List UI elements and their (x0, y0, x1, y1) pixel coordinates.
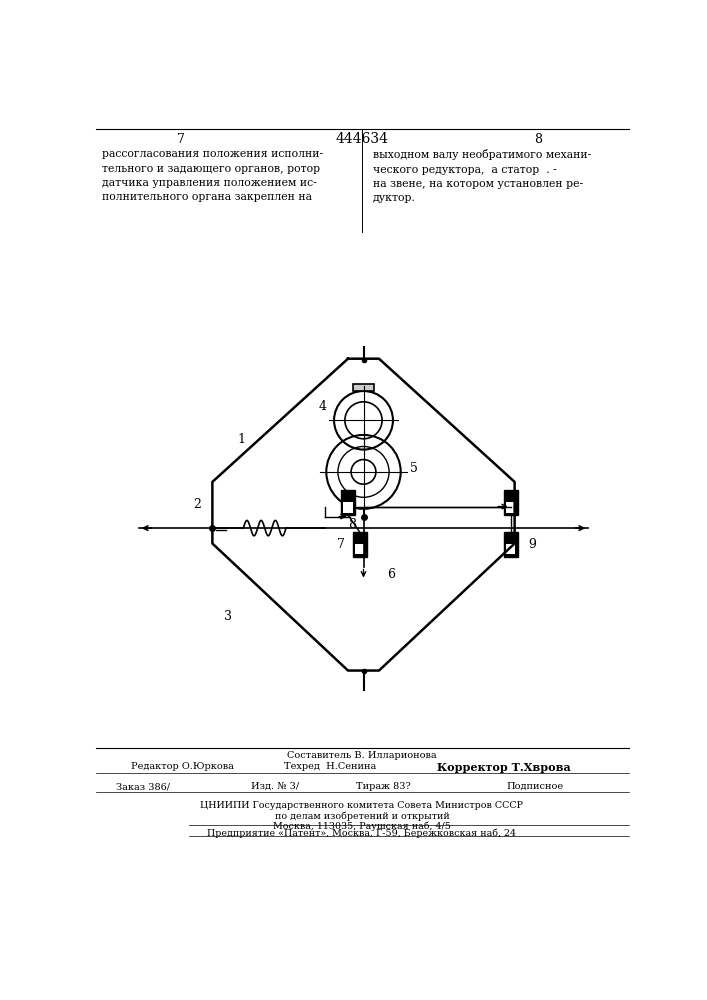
Bar (353, 384, 374, 391)
Text: Москва, 113035, Раушская наб, 4/5: Москва, 113035, Раушская наб, 4/5 (273, 821, 451, 831)
Text: Техред  Н.Сенина: Техред Н.Сенина (284, 762, 377, 771)
Text: Предприятие «Патент», Москва, Г-59, Бережковская наб, 24: Предприятие «Патент», Москва, Г-59, Бере… (207, 828, 516, 838)
Text: Заказ 386/: Заказ 386/ (115, 782, 170, 791)
Bar (353, 532, 367, 557)
Text: Корректор Т.Хврова: Корректор Т.Хврова (437, 762, 571, 773)
Bar (506, 502, 515, 513)
Text: рассогласования положения исполни-
тельного и задающего органов, ротор
датчика у: рассогласования положения исполни- тельн… (103, 149, 323, 202)
Text: 9: 9 (529, 538, 537, 551)
Bar (344, 502, 353, 513)
Text: 2: 2 (193, 498, 201, 512)
Text: 3: 3 (224, 610, 232, 623)
Bar (506, 544, 515, 554)
Bar (504, 490, 518, 515)
Bar (341, 490, 355, 515)
Text: 8: 8 (534, 133, 542, 146)
Text: Составитель В. Илларионова: Составитель В. Илларионова (287, 751, 437, 760)
Text: 8: 8 (348, 518, 356, 531)
Text: 1: 1 (237, 433, 245, 446)
Text: 7: 7 (337, 538, 345, 551)
Bar (355, 544, 364, 554)
Text: 444634: 444634 (335, 132, 388, 146)
Text: выходном валу необратимого механи-
ческого редуктора,  а статор  . -
на звене, н: выходном валу необратимого механи- ческо… (373, 149, 591, 203)
Text: 4: 4 (318, 400, 327, 413)
Text: Подписное: Подписное (507, 782, 564, 791)
Text: 5: 5 (410, 462, 418, 475)
Bar (504, 532, 518, 557)
Text: по делам изобретений и открытий: по делам изобретений и открытий (274, 811, 450, 821)
Text: 6: 6 (387, 568, 395, 581)
Text: Тираж 83?: Тираж 83? (356, 782, 411, 791)
Text: Редактор О.Юркова: Редактор О.Юркова (131, 762, 234, 771)
Text: 7: 7 (177, 133, 185, 146)
Text: ЦНИИПИ Государственного комитета Совета Министров СССР: ЦНИИПИ Государственного комитета Совета … (201, 801, 523, 810)
Text: Изд. № 3/: Изд. № 3/ (251, 782, 299, 791)
